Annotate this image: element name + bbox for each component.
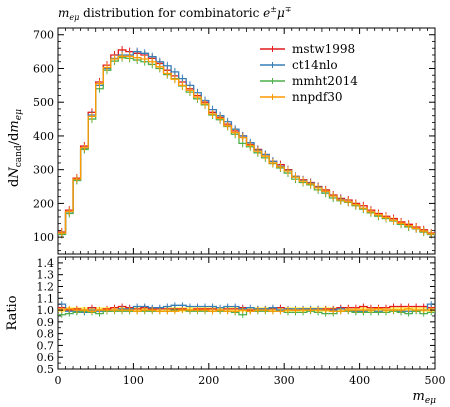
- ratio-ytick-label: 1.0: [37, 304, 55, 317]
- main-ytick-label: 200: [33, 197, 54, 210]
- legend: mstw1998 ct14nlo mmht2014 nnpdf30: [260, 42, 358, 104]
- main-ytick-label: 500: [33, 96, 54, 109]
- ratio-xtick-label: 200: [198, 374, 219, 387]
- ratio-ytick-label: 0.7: [37, 339, 55, 352]
- chart-title: meμ distribution for combinatoric e±μ∓: [58, 5, 291, 22]
- legend-label-nnpdf30: nnpdf30: [292, 90, 343, 104]
- main-series-nnpdf30: [58, 55, 435, 235]
- main-series-mmht2014: [58, 57, 435, 236]
- ratio-ytick-label: 0.9: [37, 316, 55, 329]
- ratio-xtick-label: 400: [349, 374, 370, 387]
- ratio-ytick-label: 0.5: [37, 363, 55, 376]
- ratio-xtick-label: 500: [425, 374, 446, 387]
- ratio-ytick-label: 1.2: [37, 280, 55, 293]
- main-ylabel: dNcand/dmeμ: [7, 109, 24, 187]
- ratio-ytick-label: 1.4: [37, 257, 55, 270]
- main-ytick-label: 400: [33, 130, 54, 143]
- ratio-ylabel: Ratio: [5, 295, 20, 330]
- main-ytick-label: 700: [33, 29, 54, 42]
- ratio-xlabel: meμ: [412, 389, 436, 406]
- legend-label-ct14nlo: ct14nlo: [292, 58, 338, 72]
- ratio-series-nnpdf30: [58, 308, 435, 312]
- ratio-ytick-label: 1.1: [37, 292, 55, 305]
- ratio-xtick-label: 300: [274, 374, 295, 387]
- ratio-ytick-label: 0.6: [37, 351, 55, 364]
- ratio-series-mstw1998: [58, 305, 435, 311]
- legend-label-mmht2014: mmht2014: [292, 74, 358, 88]
- ratio-ytick-label: 0.8: [37, 328, 55, 341]
- main-ytick-label: 600: [33, 62, 54, 75]
- main-ytick-label: 100: [33, 231, 54, 244]
- main-ytick-label: 300: [33, 164, 54, 177]
- legend-label-mstw1998: mstw1998: [292, 42, 355, 56]
- ratio-ytick-label: 1.3: [37, 269, 55, 282]
- ratio-xtick-label: 100: [123, 374, 144, 387]
- ratio-xtick-label: 0: [55, 374, 62, 387]
